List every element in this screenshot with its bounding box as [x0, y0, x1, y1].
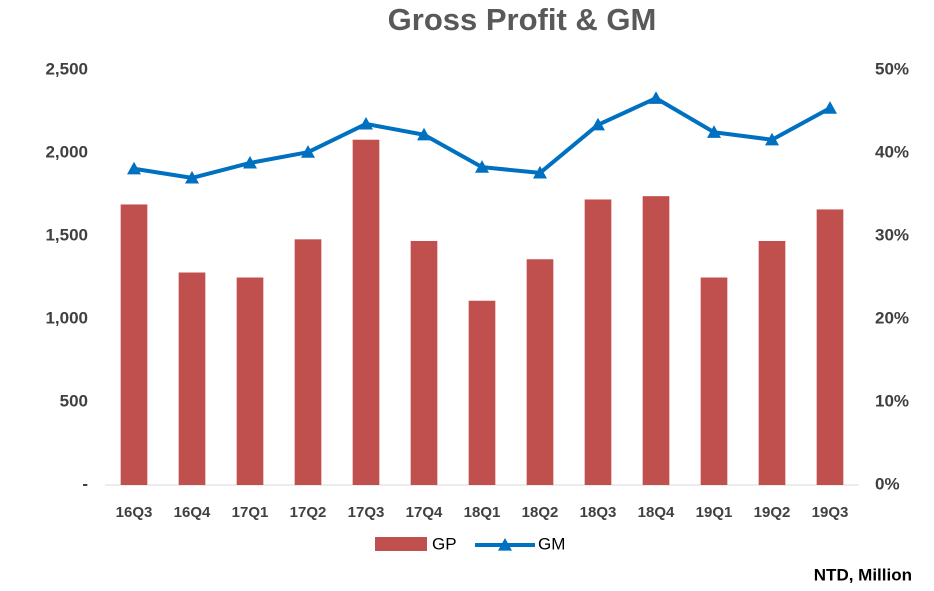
legend-marker	[498, 538, 512, 551]
bar	[816, 209, 844, 485]
annotation: NTD, Million	[814, 565, 912, 584]
legend-swatch	[375, 537, 427, 551]
marker	[591, 117, 605, 131]
y-tick-label: 500	[60, 391, 88, 410]
bar	[584, 199, 612, 486]
bar	[468, 300, 496, 485]
x-tick-label: 16Q3	[116, 504, 153, 521]
x-tick-label: 17Q1	[232, 504, 269, 521]
marker	[649, 91, 663, 104]
y2-tick-label: 40%	[875, 142, 909, 161]
y2-tick-label: 50%	[875, 59, 909, 78]
marker	[475, 160, 489, 173]
y2-tick-label: 20%	[875, 308, 909, 327]
bar	[758, 240, 786, 485]
y2-tick-label: 0%	[875, 474, 900, 493]
marker	[533, 165, 547, 179]
bar	[294, 239, 322, 485]
x-tick-label: 19Q3	[812, 504, 849, 521]
marker	[707, 125, 721, 138]
bar	[236, 277, 264, 485]
legend-label: GP	[432, 534, 457, 553]
marker	[127, 161, 141, 175]
x-tick-label: 17Q4	[406, 504, 443, 521]
y-tick-label: -	[82, 474, 88, 493]
bar	[700, 277, 728, 485]
x-tick-label: 16Q4	[174, 504, 211, 521]
marker	[765, 132, 779, 146]
bar	[526, 259, 554, 485]
x-tick-label: 18Q3	[580, 504, 617, 521]
x-tick-label: 19Q1	[696, 504, 733, 521]
x-tick-label: 17Q3	[348, 504, 385, 521]
marker	[823, 101, 837, 114]
x-tick-label: 17Q2	[290, 504, 327, 521]
marker	[417, 127, 431, 141]
legend-label: GM	[538, 534, 565, 553]
x-tick-label: 18Q1	[464, 504, 501, 521]
marker	[301, 145, 315, 158]
x-tick-label: 18Q2	[522, 504, 559, 521]
y-tick-label: 1,000	[45, 308, 88, 327]
y-tick-label: 2,500	[45, 59, 88, 78]
y2-tick-label: 30%	[875, 225, 909, 244]
y-tick-label: 2,000	[45, 142, 88, 161]
y2-tick-label: 10%	[875, 391, 909, 410]
bar	[410, 240, 438, 485]
bar	[178, 272, 206, 485]
x-tick-label: 19Q2	[754, 504, 791, 521]
chart-title: Gross Profit & GM	[388, 2, 657, 37]
y-tick-label: 1,500	[45, 225, 88, 244]
marker	[359, 116, 373, 130]
marker	[243, 155, 257, 169]
bar	[642, 196, 670, 485]
bar	[352, 139, 380, 485]
marker	[185, 170, 199, 184]
bar	[120, 204, 148, 485]
x-tick-label: 18Q4	[638, 504, 675, 521]
